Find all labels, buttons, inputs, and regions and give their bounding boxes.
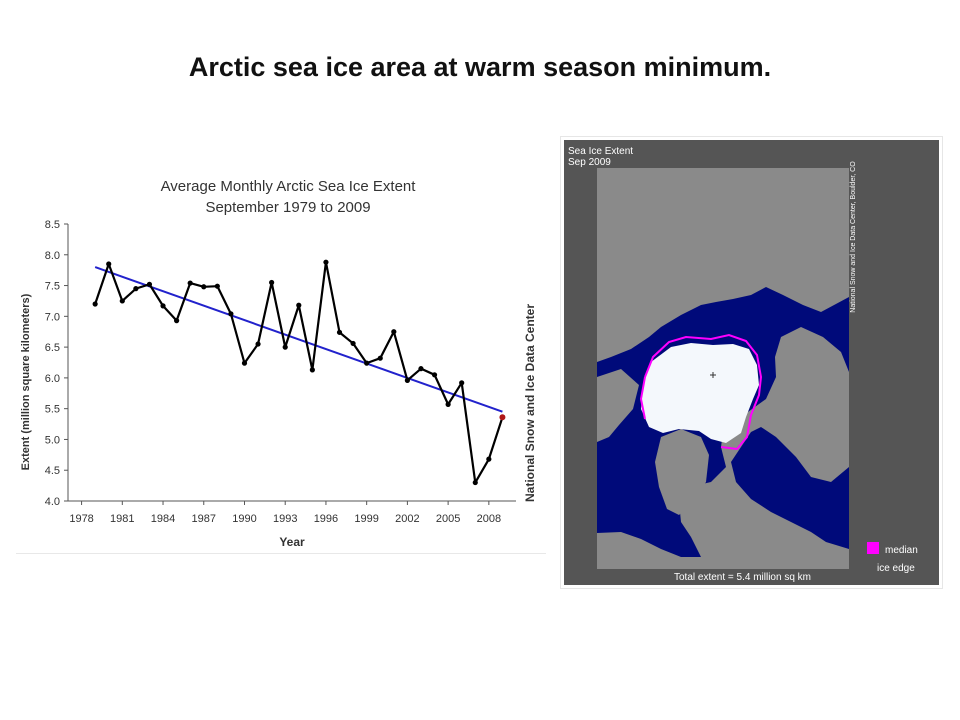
x-tick-label: 1996 [314, 513, 338, 525]
x-tick-label: 2008 [477, 513, 501, 525]
extent-data-point [282, 344, 288, 350]
chart-title: Average Monthly Arctic Sea Ice Extent [161, 178, 417, 195]
y-tick-label: 5.5 [45, 404, 60, 416]
x-tick-label: 1990 [232, 513, 256, 525]
x-ticks: 1978 1981 1984 1987 1990 1993 1996 1999 2002 2005… [69, 501, 501, 525]
chart-subtitle: September 1979 to 2009 [205, 199, 370, 216]
extent-data-point [404, 377, 410, 383]
x-tick-label: 1981 [110, 513, 134, 525]
extent-data-point [350, 340, 356, 347]
legend-label-ice-edge: ice edge [877, 563, 915, 574]
extent-data-point [472, 479, 478, 486]
x-tick-label: 1984 [151, 513, 175, 525]
x-axis-label: Year [279, 535, 305, 549]
extent-data-point [391, 329, 397, 335]
extent-data-point [160, 303, 166, 309]
land-greenland [655, 429, 709, 515]
x-tick-label: 1987 [192, 513, 216, 525]
trend-line [94, 266, 503, 413]
series-layer [92, 259, 506, 486]
extent-data-point [323, 259, 329, 265]
latest-data-point [499, 414, 506, 421]
land-north-asia [597, 168, 849, 362]
chart-svg: Average Monthly Arctic Sea Ice Extent Se… [20, 178, 537, 549]
x-tick-label: 1978 [69, 513, 93, 525]
extent-data-point [119, 298, 125, 304]
map-total-extent: Total extent = 5.4 million sq km [674, 572, 811, 583]
slide-title: Arctic sea ice area at warm season minim… [188, 52, 772, 82]
median-ice-edge [639, 333, 763, 451]
extent-series-line [94, 261, 504, 484]
extent-data-point [187, 280, 193, 286]
extent-data-point [377, 355, 383, 361]
y-tick-label: 7.0 [45, 311, 60, 323]
legend-label-median: median [885, 545, 918, 556]
sea-ice-line-chart: Average Monthly Arctic Sea Ice Extent Se… [16, 158, 546, 554]
extent-data-point [269, 279, 275, 286]
extent-data-point [106, 261, 112, 267]
extent-data-point [336, 329, 343, 335]
y-tick-label: 6.5 [45, 342, 60, 354]
map-title-line2: Sep 2009 [568, 157, 611, 168]
extent-data-point [146, 281, 153, 287]
y-axis-label: Extent (million square kilometers) [20, 293, 32, 470]
extent-data-point [418, 366, 424, 372]
extent-data-point [431, 372, 438, 378]
extent-data-point [228, 311, 234, 317]
y-tick-label: 8.5 [45, 219, 60, 231]
x-tick-label: 2002 [395, 513, 419, 525]
extent-data-point [133, 286, 139, 292]
map-title-line1: Sea Ice Extent [568, 146, 633, 157]
y-tick-label: 6.0 [45, 373, 60, 385]
extent-data-point [459, 380, 465, 386]
y-tick-label: 7.5 [45, 281, 60, 293]
extent-data-point [241, 360, 248, 366]
extent-data-point [214, 283, 220, 289]
y-ticks: 4.0 4.5 5.0 5.5 6.0 6.5 7.0 7.5 8.0 8.5 [45, 219, 68, 508]
y-tick-label: 8.0 [45, 250, 60, 262]
extent-data-point [364, 360, 370, 366]
extent-data-point [92, 301, 98, 307]
map-credit: National Snow and Ice Data Center, Bould… [850, 161, 857, 313]
x-tick-label: 1999 [354, 513, 378, 525]
extent-data-point [296, 302, 302, 308]
x-tick-label: 2005 [436, 513, 460, 525]
extent-data-point [255, 341, 261, 347]
median-legend-swatch [867, 542, 879, 554]
sea-ice-area [641, 343, 759, 443]
map-svg: Sea Ice Extent Sep 2009 National Snow an… [564, 140, 939, 585]
nsidc-side-label: National Snow and Ice Data Center [523, 304, 537, 502]
extent-data-point [486, 456, 492, 462]
extent-data-point [445, 401, 451, 407]
x-tick-label: 1993 [273, 513, 297, 525]
extent-data-point [201, 284, 207, 290]
land-scandinavia [597, 369, 639, 442]
y-tick-label: 4.0 [45, 496, 60, 508]
y-tick-label: 5.0 [45, 434, 60, 446]
extent-data-point [309, 367, 315, 373]
y-tick-label: 4.5 [45, 465, 60, 477]
extent-data-point [174, 318, 180, 324]
sea-ice-extent-map: Sea Ice Extent Sep 2009 National Snow an… [560, 136, 943, 589]
